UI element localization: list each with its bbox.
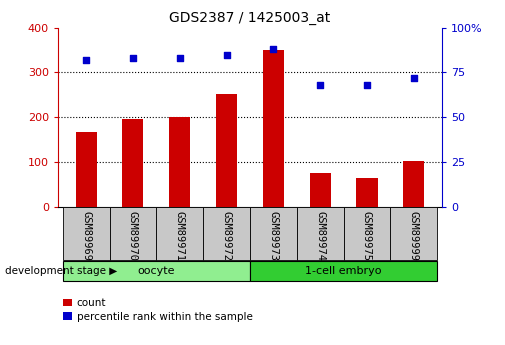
- Bar: [310, 173, 331, 207]
- Bar: [343, 207, 390, 260]
- Point: [269, 46, 277, 52]
- Bar: [263, 50, 284, 207]
- Text: development stage ▶: development stage ▶: [5, 266, 117, 276]
- Bar: [63, 261, 250, 281]
- Text: GSM89972: GSM89972: [222, 211, 232, 261]
- Text: GSM89969: GSM89969: [81, 211, 91, 261]
- Text: GSM89971: GSM89971: [175, 211, 185, 261]
- Bar: [357, 178, 378, 207]
- Point: [82, 57, 90, 63]
- Point: [363, 82, 371, 88]
- Bar: [122, 119, 143, 207]
- Text: 1-cell embryo: 1-cell embryo: [306, 266, 382, 276]
- Bar: [297, 207, 343, 260]
- Point: [129, 55, 137, 61]
- Point: [410, 75, 418, 81]
- Bar: [403, 161, 424, 207]
- Text: oocyte: oocyte: [138, 266, 175, 276]
- Point: [176, 55, 184, 61]
- Legend: count, percentile rank within the sample: count, percentile rank within the sample: [63, 298, 252, 322]
- Bar: [76, 132, 96, 207]
- Bar: [169, 117, 190, 207]
- Bar: [216, 94, 237, 207]
- Bar: [250, 207, 297, 260]
- Bar: [250, 261, 437, 281]
- Bar: [157, 207, 203, 260]
- Text: GSM89973: GSM89973: [268, 211, 278, 261]
- Bar: [63, 207, 110, 260]
- Text: GSM89999: GSM89999: [409, 211, 419, 261]
- Text: GSM89975: GSM89975: [362, 211, 372, 261]
- Title: GDS2387 / 1425003_at: GDS2387 / 1425003_at: [169, 11, 331, 25]
- Text: GSM89974: GSM89974: [315, 211, 325, 261]
- Bar: [390, 207, 437, 260]
- Point: [316, 82, 324, 88]
- Text: GSM89970: GSM89970: [128, 211, 138, 261]
- Point: [223, 52, 231, 57]
- Bar: [110, 207, 157, 260]
- Bar: [203, 207, 250, 260]
